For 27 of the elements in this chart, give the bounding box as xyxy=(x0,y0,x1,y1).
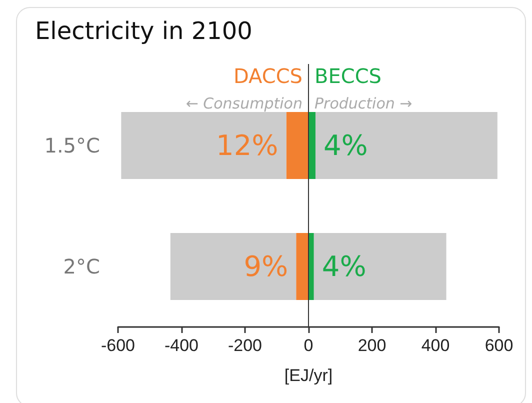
x-tick-label: -200 xyxy=(228,336,262,355)
bar xyxy=(121,112,286,179)
bar xyxy=(296,233,308,300)
bar xyxy=(315,112,498,179)
chart-title: Electricity in 2100 xyxy=(35,17,252,45)
bar xyxy=(286,112,308,179)
bar xyxy=(314,233,446,300)
annotation: 4% xyxy=(322,250,366,283)
series-label: DACCS xyxy=(233,64,302,88)
bar xyxy=(170,233,296,300)
x-tick-label: 0 xyxy=(304,336,314,355)
bar xyxy=(308,233,314,300)
x-tick-label: 400 xyxy=(421,336,450,355)
annotation: 12% xyxy=(216,129,278,162)
series-label: BECCS xyxy=(314,64,382,88)
annotation: ← Consumption xyxy=(186,94,302,112)
x-tick-label: -600 xyxy=(100,336,136,355)
annotation: Production → xyxy=(314,94,412,112)
annotation: 4% xyxy=(323,129,368,162)
y-tick-label: 1.5°C xyxy=(44,134,100,158)
x-tick-label: 600 xyxy=(484,336,514,355)
bar xyxy=(308,112,316,179)
x-tick-label: -400 xyxy=(164,336,199,355)
x-tick-label: 200 xyxy=(358,336,386,355)
annotation: 9% xyxy=(244,250,288,283)
y-tick-label: 2°C xyxy=(63,254,100,278)
x-axis-title: [EJ/yr] xyxy=(284,366,333,385)
